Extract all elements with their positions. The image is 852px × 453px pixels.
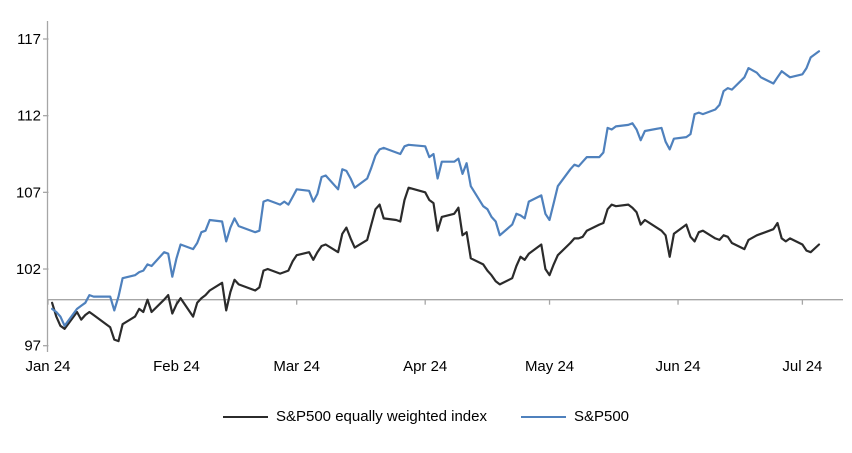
x-tick-label: May 24 [525,358,574,375]
x-tick-label: Jan 24 [25,358,70,375]
x-tick-label: Jul 24 [782,358,822,375]
legend-label-sp500: S&P500 [573,408,630,425]
y-tick-label: 107 [16,184,41,201]
y-tick-label: 117 [17,31,41,48]
legend-item-sp500-equal-weight: S&P500 equally weighted index [222,408,487,425]
legend: S&P500 equally weighted index S&P500 [0,408,852,425]
y-tick-label: 102 [16,261,41,278]
y-tick-label: 97 [24,338,41,355]
x-tick-label: Feb 24 [153,358,200,375]
x-tick-label: Apr 24 [403,358,447,375]
series-line-sp500 [50,50,821,327]
y-tick-label: 112 [17,108,41,125]
legend-line-swatch-sp500 [520,415,566,418]
x-tick-label: Jun 24 [656,358,701,375]
series-line-equal-weight [50,186,821,343]
legend-line-swatch-equal-weight [222,415,268,418]
x-tick-label: Mar 24 [273,358,320,375]
legend-label-equal-weight: S&P500 equally weighted index [275,408,487,425]
legend-item-sp500: S&P500 [520,408,630,425]
